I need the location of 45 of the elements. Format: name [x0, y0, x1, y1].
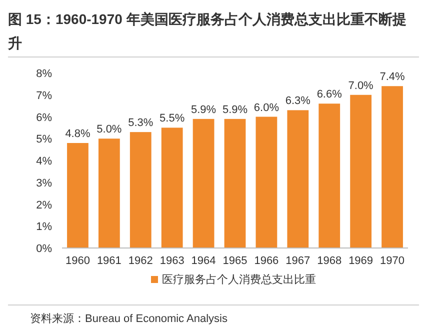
bar [256, 116, 278, 248]
y-tick-label: 6% [36, 112, 52, 124]
x-tick-label: 1964 [191, 255, 216, 267]
bar [130, 132, 152, 248]
y-tick-label: 8% [36, 68, 52, 80]
x-tick-label: 1967 [286, 255, 310, 267]
y-tick-label: 1% [36, 221, 52, 234]
y-tick-label: 5% [36, 134, 52, 146]
y-tick-label: 0% [36, 243, 52, 255]
bar [161, 128, 183, 248]
bar [318, 104, 340, 248]
bar [192, 118, 214, 248]
data-label: 5.5% [160, 112, 185, 125]
bar [350, 94, 372, 248]
x-tick-label: 1970 [380, 255, 405, 267]
text: 资料来源：Bureau of Economic Analysis [30, 312, 228, 325]
data-label: 5.9% [222, 104, 248, 116]
y-tick-label: 3% [36, 177, 52, 190]
data-label: 7.0% [348, 80, 374, 92]
y-tick-label: 7% [36, 90, 52, 102]
data-label: 6.6% [316, 88, 342, 101]
data-label: 5.9% [191, 104, 216, 116]
x-tick-label: 1960 [65, 255, 90, 267]
x-tick-label: 1962 [128, 255, 153, 267]
x-tick-label: 1961 [96, 255, 122, 267]
data-label: 5.0% [96, 124, 122, 136]
bar [98, 138, 120, 248]
x-tick-label: 1969 [348, 255, 374, 267]
bar [224, 118, 246, 248]
data-label: 6.0% [254, 102, 280, 114]
y-tick-label: 2% [36, 199, 52, 212]
bar [382, 86, 403, 248]
y-tick-label: 4% [36, 156, 52, 168]
x-tick-label: 1963 [160, 255, 184, 267]
legend-label: 医疗服务占个人消费总支出比重 [162, 273, 316, 286]
bar [67, 143, 88, 248]
data-label: 4.8% [65, 128, 90, 140]
data-label: 5.3% [128, 117, 154, 130]
data-label: 6.3% [285, 95, 311, 108]
x-tick-label: 1965 [222, 255, 248, 267]
bar [287, 110, 309, 248]
x-tick-label: 1968 [317, 255, 342, 267]
x-tick-label: 1966 [254, 255, 279, 267]
chart-title: 图 15：1960-1970 年美国医疗服务占个人消费总支出比重不断提升 [7, 11, 406, 51]
data-label: 7.4% [380, 71, 406, 84]
